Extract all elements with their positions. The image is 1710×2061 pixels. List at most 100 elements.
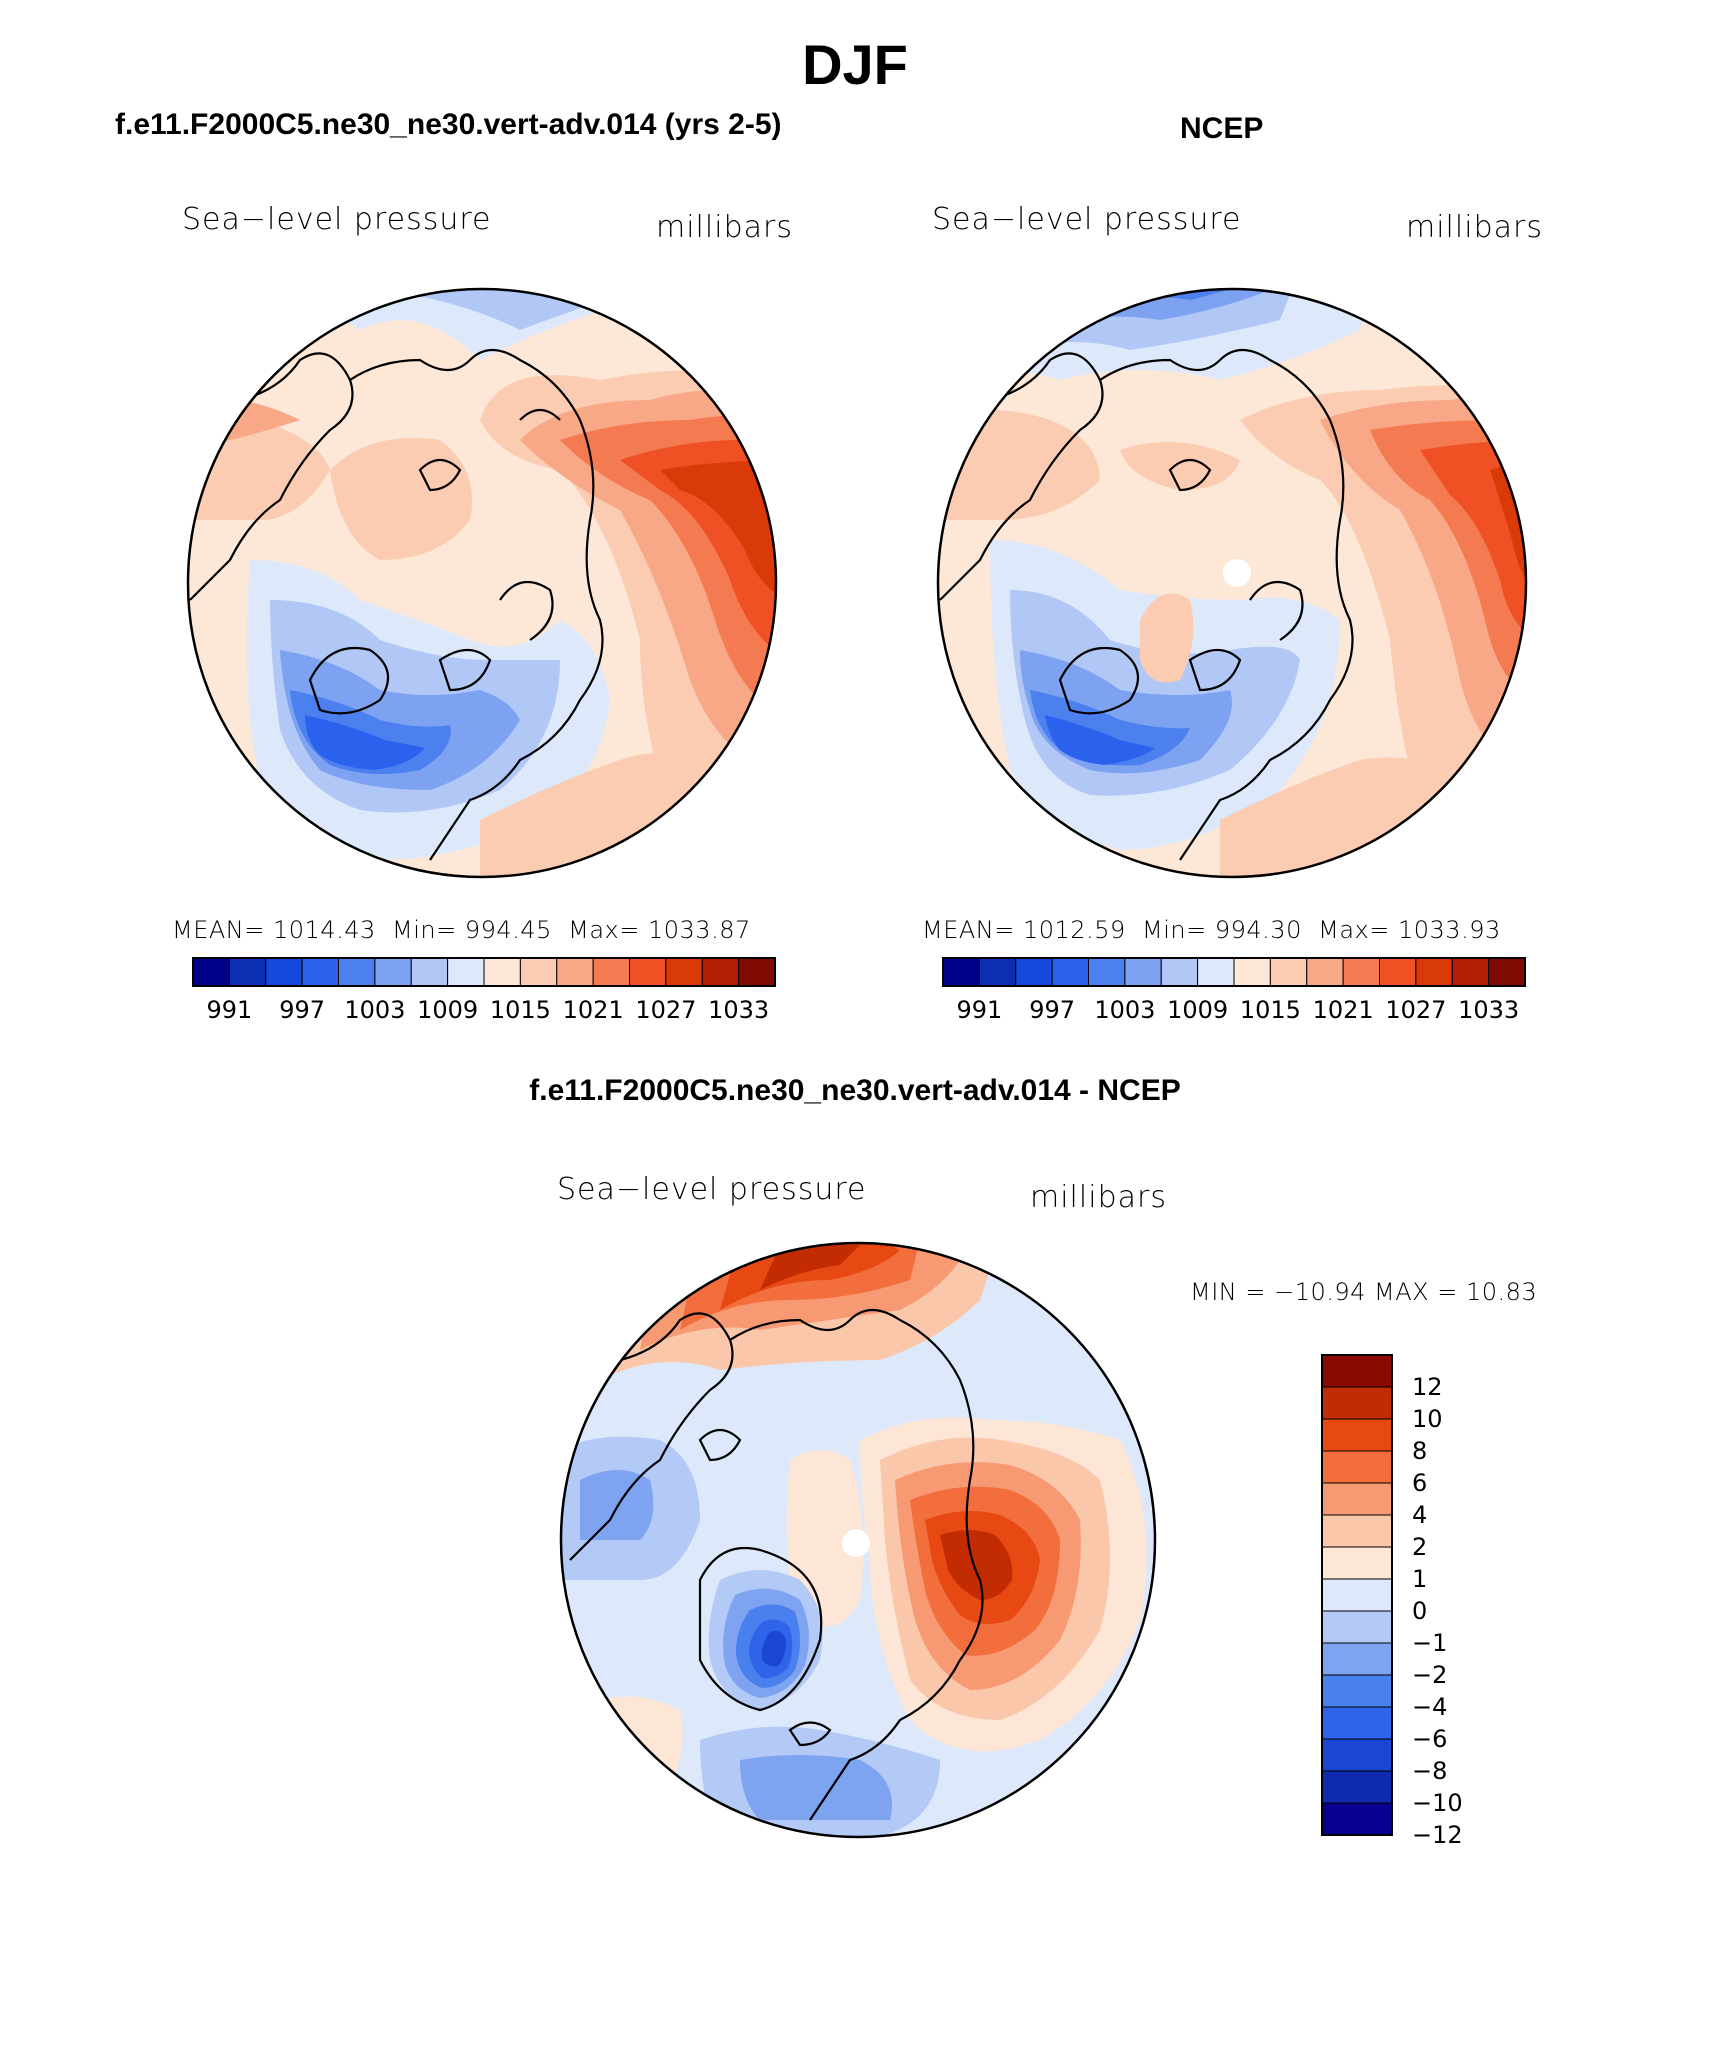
diff-colorbar-tick-label: 8: [1412, 1437, 1427, 1465]
case-colorbar-box: [192, 957, 230, 987]
ncep-min-value: 994.30: [1214, 916, 1302, 944]
diff-colorbar-tick-label: 12: [1412, 1373, 1443, 1401]
ncep-colorbar-box: [942, 957, 980, 987]
diff-colorbar-tick-label: −6: [1412, 1725, 1447, 1753]
case-colorbar-box: [483, 957, 521, 987]
diff-colorbar-box: [1321, 1354, 1393, 1388]
diff-minmax: MIN = −10.94 MAX = 10.83: [1190, 1278, 1538, 1306]
ncep-colorbar-box: [1342, 957, 1380, 987]
case-colorbar-tick-label: 1027: [635, 996, 696, 1024]
case-colorbar-tick-label: 991: [206, 996, 252, 1024]
case-panel-title: f.e11.F2000C5.ne30_ne30.vert-adv.014 (yr…: [115, 108, 782, 141]
case-colorbar-box: [738, 957, 776, 987]
case-colorbar-box: [592, 957, 630, 987]
diff-colorbar-tick-label: 0: [1412, 1597, 1427, 1625]
diff-colorbar-box: [1321, 1546, 1393, 1580]
ncep-units-label: millibars: [1406, 210, 1543, 245]
diff-colorbar-tick-label: −2: [1412, 1661, 1447, 1689]
diff-colorbar-box: [1321, 1610, 1393, 1644]
case-colorbar-box: [556, 957, 594, 987]
ncep-colorbar-tick-label: 1003: [1094, 996, 1155, 1024]
diff-colorbar-box: [1321, 1738, 1393, 1772]
diff-colorbar-box: [1321, 1418, 1393, 1452]
diff-map: [559, 1241, 1157, 1839]
case-colorbar-tick-label: 1033: [708, 996, 769, 1024]
ncep-colorbar-box: [1160, 957, 1199, 987]
case-mean-value: 1014.43: [273, 916, 376, 944]
diff-colorbar-tick-label: −10: [1412, 1789, 1463, 1817]
diff-colorbar-box: [1321, 1578, 1393, 1612]
figure-title: DJF: [802, 33, 908, 96]
case-colorbar-tick-label: 1015: [490, 996, 551, 1024]
ncep-colorbar-tick-label: 1021: [1313, 996, 1374, 1024]
diff-colorbar-tick-label: 1: [1412, 1565, 1427, 1593]
case-colorbar-box: [447, 957, 485, 987]
case-min-value: 994.45: [464, 916, 552, 944]
case-colorbar-tick-label: 1021: [563, 996, 624, 1024]
ncep-colorbar-tick-label: 1009: [1167, 996, 1228, 1024]
diff-colorbar-box: [1321, 1642, 1393, 1676]
ncep-colorbar-box: [1051, 957, 1089, 987]
case-stats: MEAN= 1014.43 Min= 994.45 Max= 1033.87: [172, 916, 751, 944]
diff-colorbar-box: [1321, 1482, 1393, 1516]
case-colorbar-box: [410, 957, 449, 987]
ncep-colorbar-box: [1415, 957, 1453, 987]
case-colorbar-box: [665, 957, 703, 987]
ncep-colorbar-box: [1488, 957, 1526, 987]
ncep-colorbar-box: [1015, 957, 1053, 987]
ncep-colorbar-box: [1124, 957, 1162, 987]
diff-colorbar-tick-label: 4: [1412, 1501, 1427, 1529]
ncep-colorbar-box: [1379, 957, 1417, 987]
ncep-colorbar-tick-label: 1027: [1385, 996, 1446, 1024]
diff-colorbar-box: [1321, 1514, 1393, 1548]
case-colorbar-tick-label: 1003: [344, 996, 405, 1024]
ncep-colorbar-tick-label: 997: [1029, 996, 1075, 1024]
ncep-pole-hole: [1223, 559, 1251, 587]
case-mean-label: MEAN=: [172, 916, 265, 944]
ncep-colorbar-box: [978, 957, 1017, 987]
diff-colorbar-box: [1321, 1450, 1393, 1484]
case-colorbar-box: [701, 957, 740, 987]
ncep-max-label: Max=: [1318, 916, 1390, 944]
diff-colorbar-tick-label: 6: [1412, 1469, 1427, 1497]
ncep-colorbar-box: [1233, 957, 1271, 987]
case-colorbar-tick-label: 1009: [417, 996, 478, 1024]
ncep-variable-label: Sea−level pressure: [932, 202, 1242, 237]
case-min-label: Min=: [392, 916, 457, 944]
ncep-colorbar-box: [1306, 957, 1344, 987]
case-colorbar-box: [519, 957, 558, 987]
ncep-panel-title: NCEP: [1180, 112, 1264, 145]
ncep-colorbar-box: [1197, 957, 1235, 987]
diff-colorbar-tick-label: −4: [1412, 1693, 1447, 1721]
diff-colorbar-box: [1321, 1706, 1393, 1740]
ncep-max-value: 1033.93: [1397, 916, 1501, 944]
ncep-min-label: Min=: [1142, 916, 1207, 944]
diff-colorbar-box: [1321, 1770, 1393, 1804]
case-colorbar-tick-label: 997: [279, 996, 325, 1024]
case-max-value: 1033.87: [647, 916, 751, 944]
ncep-colorbar-box: [1088, 957, 1126, 987]
ncep-mean-label: MEAN=: [922, 916, 1015, 944]
case-colorbar-box: [228, 957, 267, 987]
case-units-label: millibars: [656, 210, 793, 245]
case-colorbar-box: [338, 957, 376, 987]
diff-pole-hole: [842, 1529, 870, 1557]
ncep-colorbar-tick-label: 991: [956, 996, 1002, 1024]
case-max-label: Max=: [568, 916, 640, 944]
case-colorbar-box: [374, 957, 412, 987]
ncep-colorbar-tick-label: 1015: [1240, 996, 1301, 1024]
ncep-stats: MEAN= 1012.59 Min= 994.30 Max= 1033.93: [922, 916, 1501, 944]
ncep-map: [936, 287, 1528, 879]
diff-units-label: millibars: [1030, 1180, 1167, 1215]
diff-colorbar-tick-label: 2: [1412, 1533, 1427, 1561]
diff-panel-title: f.e11.F2000C5.ne30_ne30.vert-adv.014 - N…: [529, 1074, 1181, 1107]
diff-colorbar-tick-label: −12: [1412, 1821, 1463, 1849]
case-colorbar-box: [629, 957, 667, 987]
case-colorbar: 991 997 1003 1009 1015 1021 1027 1033: [192, 957, 776, 1024]
ncep-colorbar-box: [1451, 957, 1490, 987]
ncep-colorbar-tick-label: 1033: [1458, 996, 1519, 1024]
diff-colorbar-box: [1321, 1802, 1393, 1836]
ncep-mean-value: 1012.59: [1023, 916, 1126, 944]
